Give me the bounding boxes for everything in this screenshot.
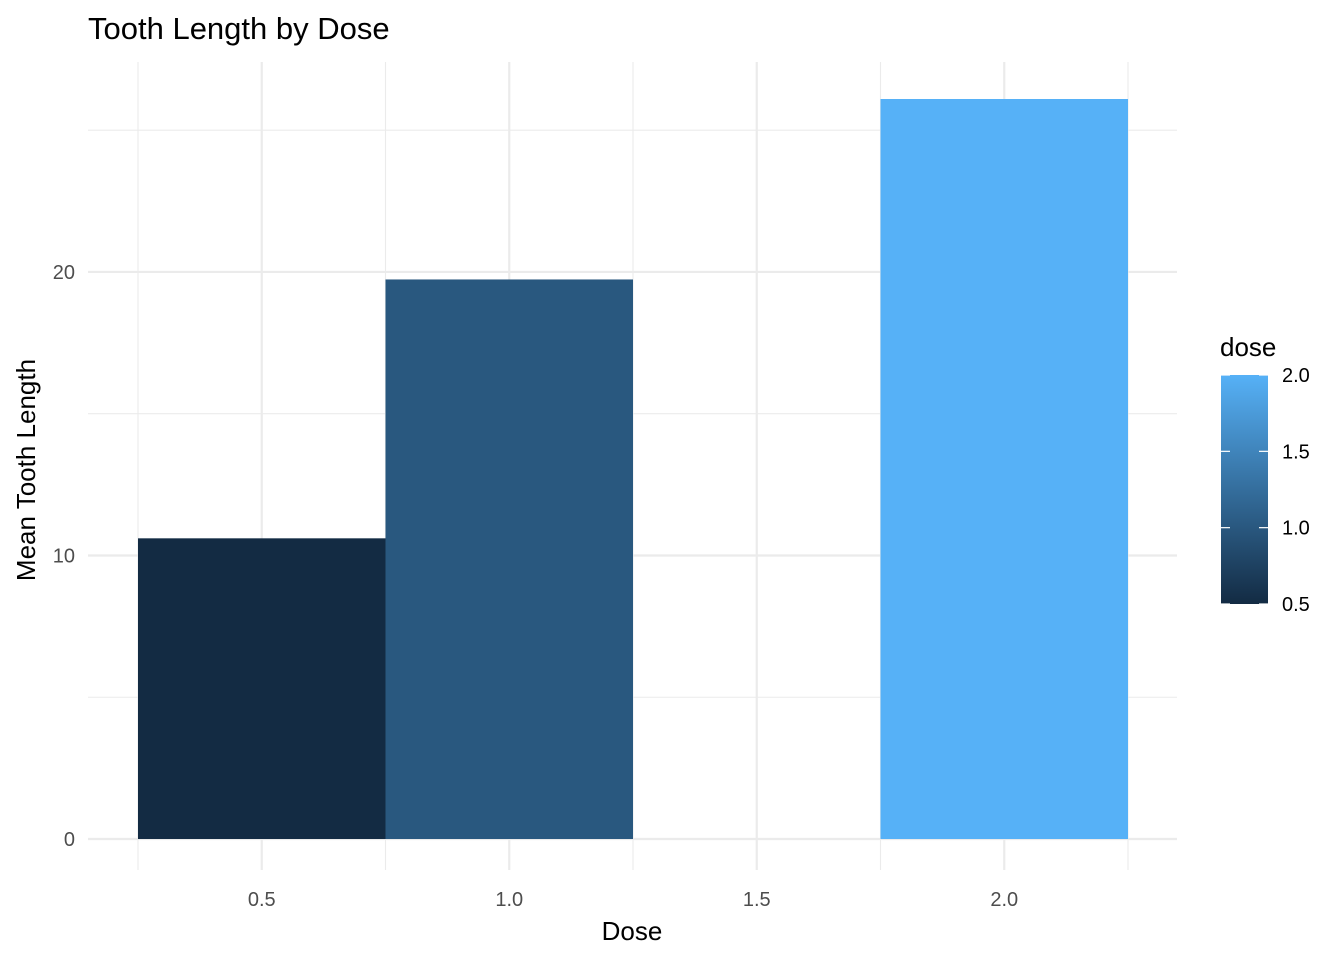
x-tick-label: 0.5 xyxy=(248,889,276,911)
x-tick-label: 1.5 xyxy=(743,889,771,911)
y-tick-label: 0 xyxy=(64,829,75,851)
y-axis-ticks: 0 10 20 xyxy=(53,262,75,851)
legend-label: 1.0 xyxy=(1282,518,1310,540)
x-axis-title: Dose xyxy=(602,916,663,946)
legend-label: 0.5 xyxy=(1282,594,1310,616)
legend-label: 2.0 xyxy=(1282,365,1310,387)
bars xyxy=(138,99,1128,839)
y-tick-label: 10 xyxy=(53,545,75,567)
bar-dose-1 xyxy=(385,279,633,839)
bar-dose-2 xyxy=(880,99,1128,839)
legend-title: dose xyxy=(1220,332,1276,362)
legend-label: 1.5 xyxy=(1282,441,1310,463)
x-axis-ticks: 0.5 1.0 1.5 2.0 xyxy=(248,889,1018,911)
x-tick-label: 1.0 xyxy=(495,889,523,911)
legend-colorbar xyxy=(1221,375,1268,604)
legend: dose 2.0 1.5 1.0 0.5 xyxy=(1220,332,1310,616)
bar-dose-0-5 xyxy=(138,538,386,839)
x-tick-label: 2.0 xyxy=(990,889,1018,911)
y-tick-label: 20 xyxy=(53,262,75,284)
chart-title: Tooth Length by Dose xyxy=(88,11,390,46)
y-axis-title: Mean Tooth Length xyxy=(11,359,41,581)
